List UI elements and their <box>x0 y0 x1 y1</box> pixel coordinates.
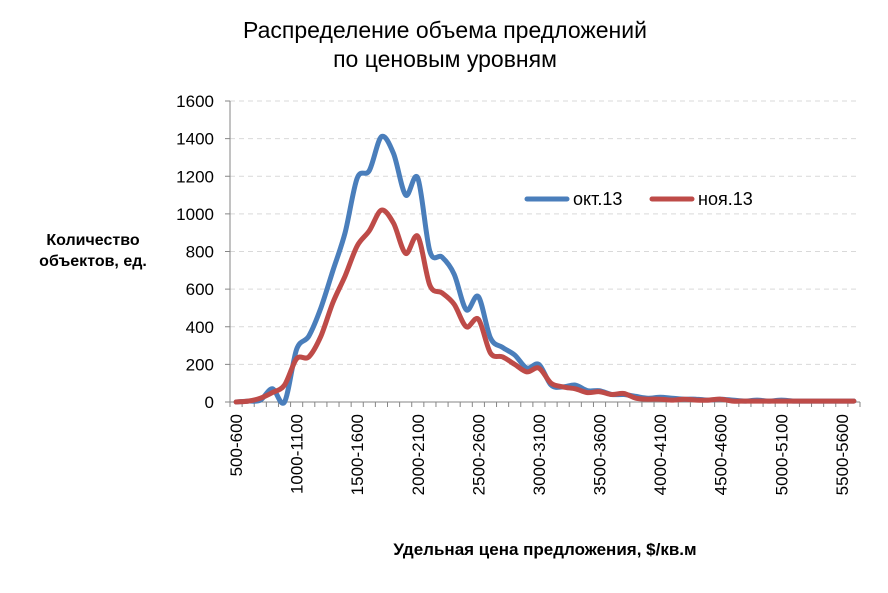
legend-label-2: ноя.13 <box>698 189 753 209</box>
x-tick-label: 3000-3100 <box>530 414 549 495</box>
x-tick-label: 5500-5600 <box>833 414 852 495</box>
chart-title: Распределение объема предложений по цено… <box>120 16 770 74</box>
x-tick-label: 1500-1600 <box>348 414 367 495</box>
x-axis-title: Удельная цена предложения, $/кв.м <box>393 540 697 559</box>
y-tick-label: 400 <box>186 318 214 337</box>
chart-title-line-2: по ценовым уровням <box>333 46 557 72</box>
y-tick-label: 200 <box>186 355 214 374</box>
x-tick-label: 5000-5100 <box>772 414 791 495</box>
x-tick-label: 3500-3600 <box>591 414 610 495</box>
x-tick-label: 2500-2600 <box>469 414 488 495</box>
y-tick-label: 1400 <box>176 130 214 149</box>
legend-label-1: окт.13 <box>573 189 622 209</box>
x-tick-label: 4000-4100 <box>651 414 670 495</box>
y-tick-label: 1200 <box>176 167 214 186</box>
x-tick-label: 2000-2100 <box>409 414 428 495</box>
y-tick-label: 600 <box>186 280 214 299</box>
x-tick-label: 1000-1100 <box>288 414 307 494</box>
chart-title-line-1: Распределение объема предложений <box>243 17 647 43</box>
y-tick-label: 1600 <box>176 92 214 111</box>
y-tick-label: 800 <box>186 243 214 262</box>
y-tick-label: 1000 <box>176 205 214 224</box>
x-tick-label: 500-600 <box>227 414 246 476</box>
y-axis-title-line-2: объектов, ед. <box>39 253 147 270</box>
y-axis-title-line-1: Количество <box>46 232 140 249</box>
series-line-2 <box>233 207 857 405</box>
y-tick-label: 0 <box>205 393 214 412</box>
x-tick-label: 4500-4600 <box>712 414 731 495</box>
y-axis-title: Количество объектов, ед. <box>18 230 168 272</box>
